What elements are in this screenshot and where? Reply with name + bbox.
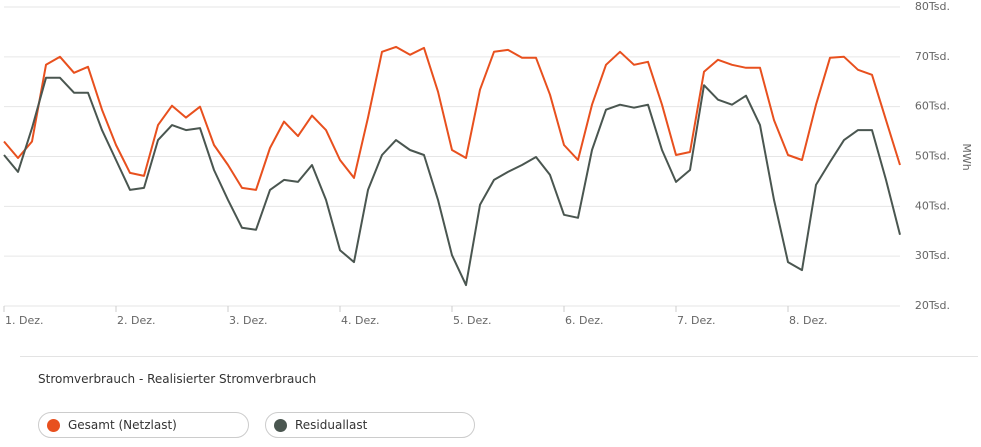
legend-label: Gesamt (Netzlast): [68, 418, 177, 432]
legend-dot: [47, 418, 60, 432]
y-tick-label: 80Tsd.: [915, 0, 950, 13]
legend-title: Stromverbrauch - Realisierter Stromverbr…: [38, 372, 317, 386]
series-line: [3, 45, 901, 191]
x-tick-label: 4. Dez.: [341, 314, 380, 327]
x-tick-label: 5. Dez.: [453, 314, 492, 327]
legend-dot: [274, 418, 287, 432]
x-tick-label: 6. Dez.: [565, 314, 604, 327]
y-tick-label: 60Tsd.: [915, 100, 950, 113]
y-tick-label: 30Tsd.: [915, 249, 950, 262]
y-tick-label: 20Tsd.: [915, 299, 950, 312]
y-tick-label: 70Tsd.: [915, 50, 950, 63]
y-tick-label: 50Tsd.: [915, 150, 950, 163]
legend-item[interactable]: Residuallast: [265, 412, 475, 438]
x-tick-label: 3. Dez.: [229, 314, 268, 327]
chart: MWh 20Tsd. 30Tsd. 40Tsd. 50Tsd. 60Tsd. 70Tsd.…: [3, 0, 973, 327]
x-tick-label: 2. Dez.: [117, 314, 156, 327]
legend-item[interactable]: Gesamt (Netzlast): [38, 412, 249, 438]
x-tick-label: 7. Dez.: [677, 314, 716, 327]
y-tick-label: 40Tsd.: [915, 199, 950, 212]
x-tick-label: 8. Dez.: [789, 314, 828, 327]
x-tick-label: 1. Dez.: [5, 314, 44, 327]
y-axis-title: MWh: [960, 143, 973, 170]
series-line: [3, 76, 901, 287]
legend-label: Residuallast: [295, 418, 368, 432]
separator: [20, 356, 978, 357]
